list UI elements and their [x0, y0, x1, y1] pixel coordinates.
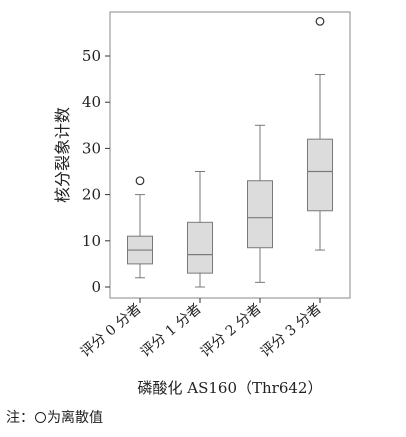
- box-group: [127, 176, 153, 279]
- outlier-point: [315, 16, 325, 26]
- box-iqr: [187, 221, 213, 274]
- y-axis: 0 10 20 30 40 50: [82, 47, 110, 296]
- box-group: [187, 171, 213, 288]
- x-tick-label: 评分 2 分者: [198, 301, 265, 361]
- y-axis-label: 核分裂象计数: [53, 107, 72, 203]
- x-tick-label: 评分 3 分者: [258, 301, 325, 361]
- box-iqr: [307, 138, 333, 212]
- y-tick-label: 40: [82, 93, 101, 111]
- boxes-layer: [127, 16, 333, 288]
- y-tick-label: 0: [91, 278, 101, 296]
- x-tick-label: 评分 1 分者: [138, 301, 205, 361]
- x-tick-label: 评分 0 分者: [78, 301, 145, 361]
- plot-frame: [109, 11, 351, 299]
- y-tick-label: 20: [82, 186, 101, 204]
- footnote-text: 为离散值: [47, 410, 103, 426]
- outlier-point: [135, 176, 145, 186]
- x-axis-label: 磷酸化 AS160（Thr642）: [138, 379, 323, 397]
- y-tick-label: 30: [82, 139, 101, 157]
- box-group: [247, 124, 273, 283]
- box-iqr: [247, 180, 273, 249]
- outlier-circle-icon: [35, 412, 46, 423]
- y-tick-label: 50: [82, 47, 101, 65]
- box-group: [307, 16, 333, 251]
- y-tick-label: 10: [82, 232, 101, 250]
- footnote-prefix: 注：: [6, 410, 34, 426]
- footnote: 注： 为离散值: [6, 408, 103, 428]
